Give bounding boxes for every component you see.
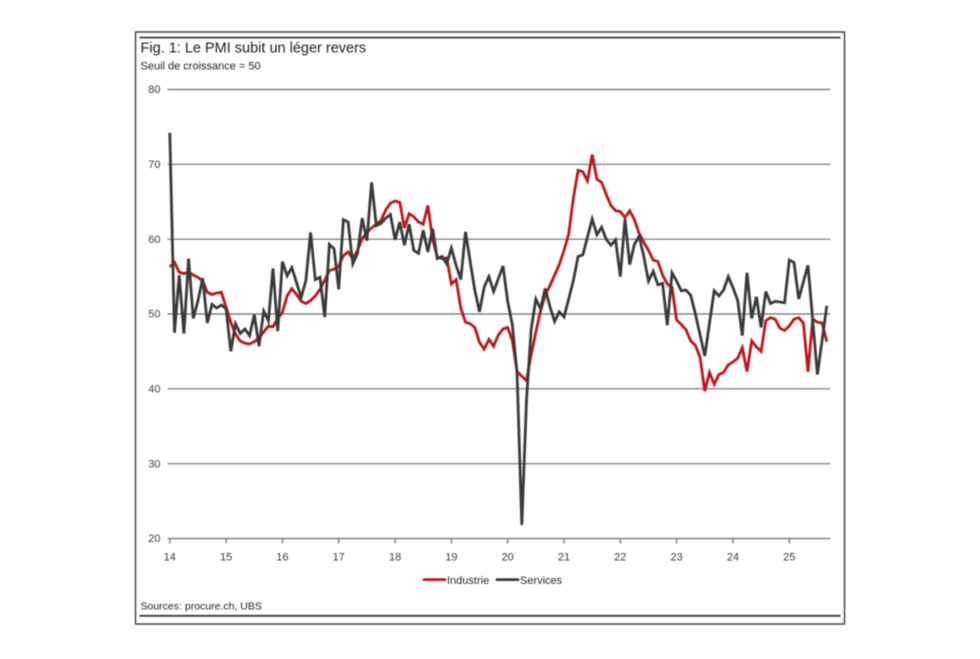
svg-text:16: 16 bbox=[276, 552, 288, 564]
svg-text:70: 70 bbox=[148, 159, 160, 171]
svg-text:Sources: procure.ch, UBS: Sources: procure.ch, UBS bbox=[141, 601, 262, 613]
svg-text:Industrie: Industrie bbox=[447, 575, 489, 587]
svg-text:60: 60 bbox=[148, 234, 160, 246]
svg-text:18: 18 bbox=[389, 552, 401, 564]
svg-text:14: 14 bbox=[164, 552, 176, 564]
svg-text:Fig. 1: Le PMI subit un léger: Fig. 1: Le PMI subit un léger revers bbox=[141, 41, 367, 57]
svg-text:22: 22 bbox=[614, 552, 626, 564]
svg-text:19: 19 bbox=[445, 552, 457, 564]
svg-text:17: 17 bbox=[333, 552, 345, 564]
svg-text:23: 23 bbox=[670, 552, 682, 564]
svg-text:30: 30 bbox=[148, 458, 160, 470]
svg-text:50: 50 bbox=[148, 309, 160, 321]
svg-text:25: 25 bbox=[783, 552, 795, 564]
svg-text:40: 40 bbox=[148, 383, 160, 395]
svg-text:20: 20 bbox=[502, 552, 514, 564]
svg-text:15: 15 bbox=[220, 552, 232, 564]
svg-text:24: 24 bbox=[727, 552, 739, 564]
svg-text:21: 21 bbox=[558, 552, 570, 564]
svg-text:Seuil de croissance = 50: Seuil de croissance = 50 bbox=[141, 61, 261, 73]
svg-text:20: 20 bbox=[148, 533, 160, 545]
svg-text:Services: Services bbox=[520, 575, 563, 587]
svg-text:80: 80 bbox=[148, 84, 160, 96]
